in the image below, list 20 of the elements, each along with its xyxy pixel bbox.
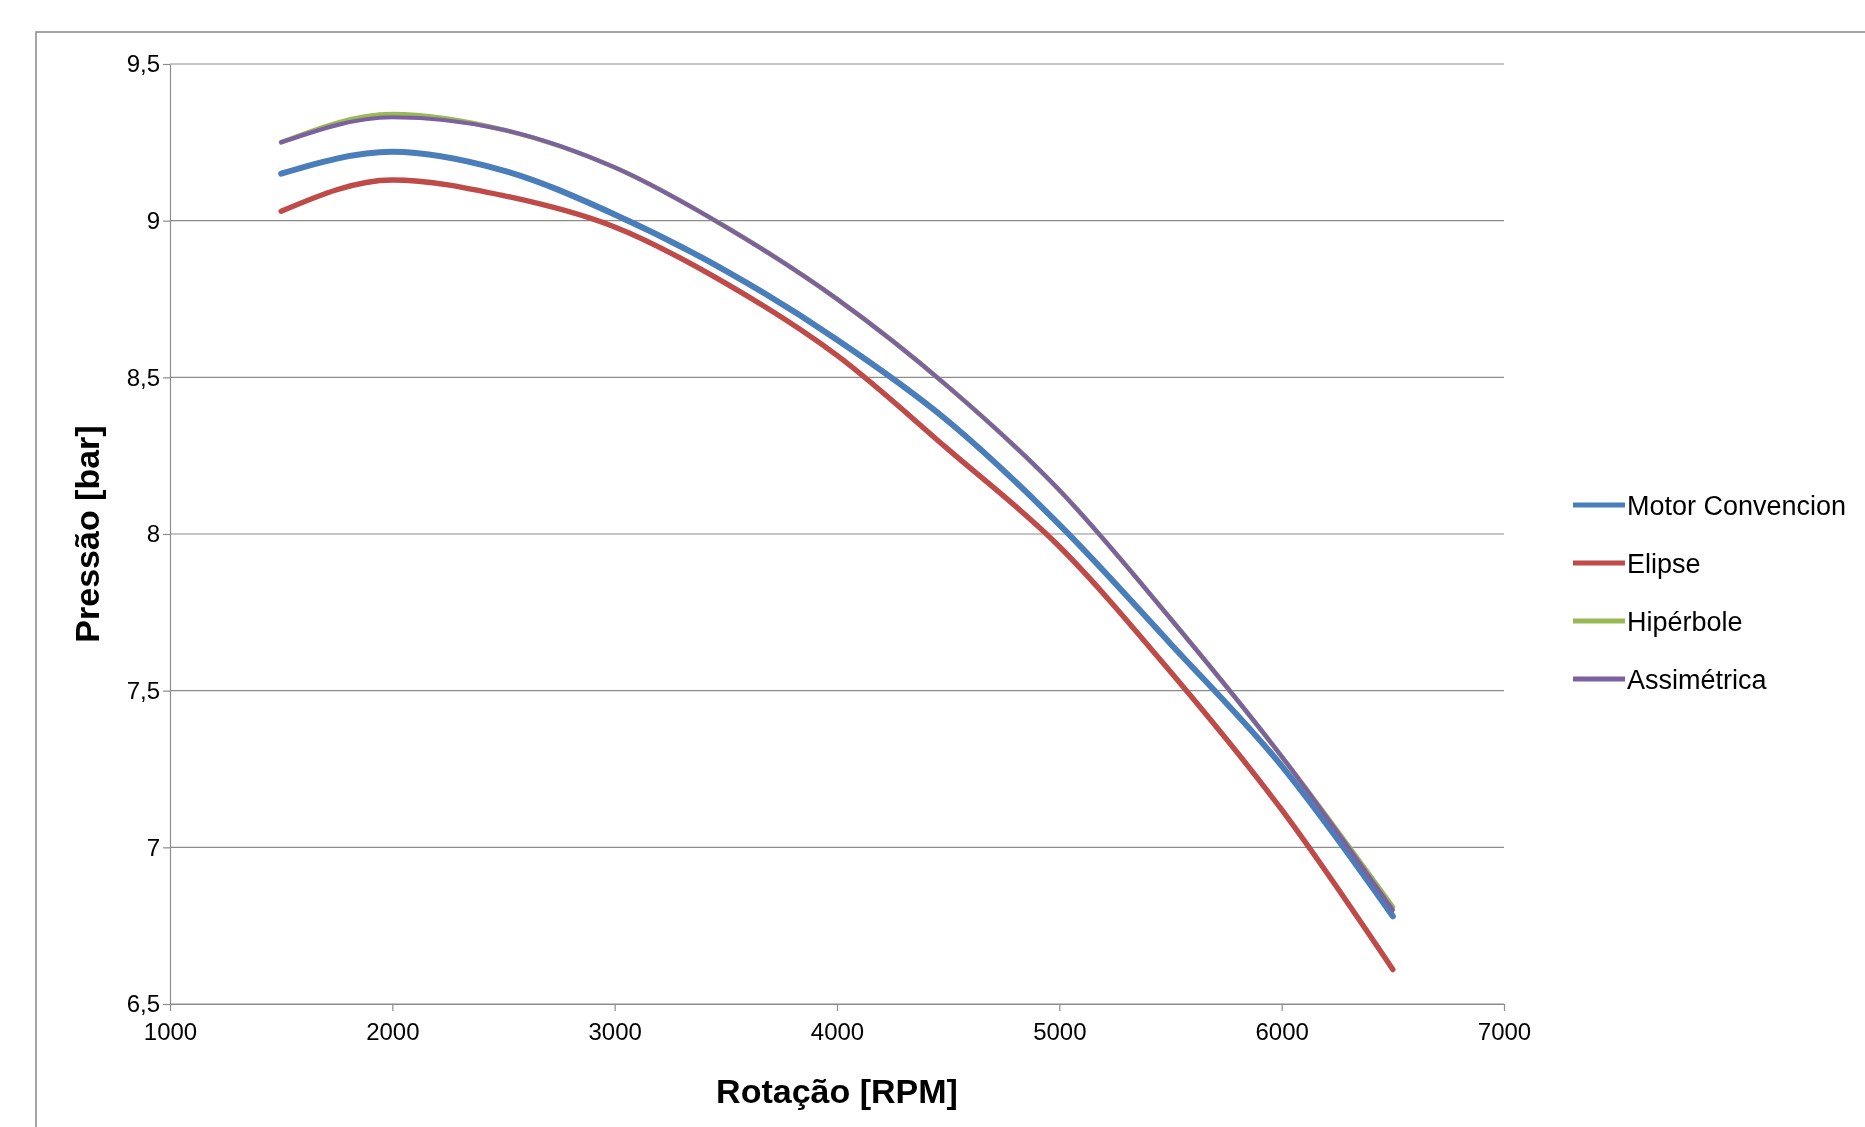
y-axis-title: Pressão [bar] [68, 425, 106, 643]
legend-label: Hipérbole [1627, 607, 1743, 637]
y-tick-label: 8 [146, 520, 160, 548]
x-tick-label: 7000 [1477, 1018, 1532, 1046]
y-tick-label: 9,5 [126, 50, 160, 78]
y-tick-label: 6,5 [126, 990, 160, 1018]
legend-label: Motor Convencion [1627, 491, 1847, 521]
y-tick-label: 7,5 [126, 676, 160, 704]
y-tick-label: 9 [146, 206, 160, 234]
y-tick-label: 7 [146, 833, 160, 861]
x-tick-label: 5000 [1033, 1018, 1087, 1046]
x-axis-title: Rotação [RPM] [716, 1072, 958, 1110]
x-tick-label: 4000 [810, 1018, 865, 1046]
x-tick-label: 3000 [588, 1018, 642, 1046]
x-tick-label: 1000 [143, 1018, 198, 1046]
legend-label: Elipse [1627, 549, 1701, 579]
legend-label: Assimétrica [1627, 665, 1768, 695]
x-tick-label: 6000 [1255, 1018, 1309, 1046]
x-tick-label: 2000 [366, 1018, 420, 1046]
y-tick-label: 8,5 [126, 363, 160, 391]
